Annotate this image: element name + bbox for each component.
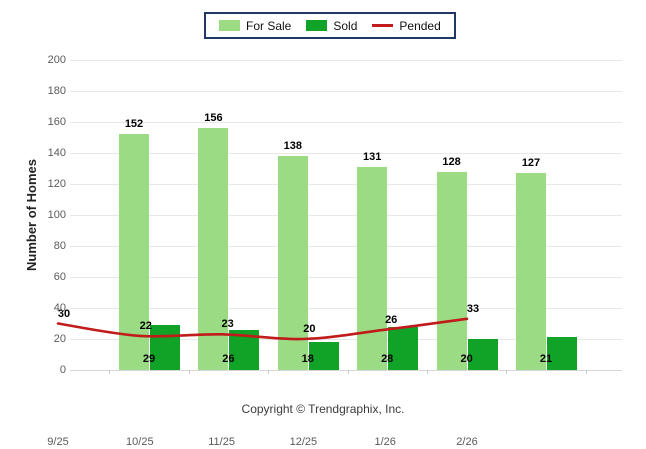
x-tick-label: 10/25 bbox=[126, 436, 154, 448]
for-sale-value-label: 127 bbox=[521, 157, 541, 170]
x-tick-label: 9/25 bbox=[47, 436, 69, 448]
y-tick-label: 200 bbox=[47, 54, 66, 66]
sold-bar bbox=[150, 325, 180, 370]
y-tick-label: 160 bbox=[47, 116, 66, 128]
x-tick-label: 12/25 bbox=[289, 436, 318, 448]
sold-value-label: 20 bbox=[460, 353, 473, 365]
legend-label-pended: Pended bbox=[399, 18, 441, 33]
for-sale-value-label: 152 bbox=[124, 118, 144, 131]
x-tick-label: 1/26 bbox=[374, 436, 396, 448]
legend-item-for-sale: For Sale bbox=[219, 20, 291, 32]
pended-value-label: 26 bbox=[385, 313, 398, 326]
pended-line-chart bbox=[56, 317, 469, 341]
sold-value-label: 18 bbox=[301, 353, 314, 365]
for-sale-value-label: 128 bbox=[442, 155, 461, 168]
x-tick-mark bbox=[268, 370, 270, 374]
x-tick-mark bbox=[506, 370, 508, 374]
legend-item-sold: Sold bbox=[306, 20, 357, 32]
chart-page: For Sale Sold Pended Number of Homes 152… bbox=[24, 12, 622, 448]
sold-value-label: 29 bbox=[142, 353, 156, 365]
y-tick-label: 60 bbox=[53, 271, 66, 283]
y-tick-label: 20 bbox=[53, 333, 66, 345]
legend-label-sold: Sold bbox=[333, 18, 358, 33]
sold-value-label: 26 bbox=[222, 353, 235, 365]
for-sale-bar bbox=[357, 166, 388, 370]
sold-value-label: 21 bbox=[539, 353, 553, 365]
x-tick-mark bbox=[585, 370, 587, 374]
legend-item-pended: Pended bbox=[372, 18, 441, 33]
pended-value-label: 22 bbox=[139, 319, 152, 332]
x-tick-label: 2/26 bbox=[456, 436, 478, 448]
gridline bbox=[70, 307, 622, 309]
gridline bbox=[70, 245, 622, 247]
gridline bbox=[70, 59, 622, 61]
copyright-text: Copyright © Trendgraphix, Inc. bbox=[241, 402, 405, 416]
y-tick-label: 140 bbox=[47, 147, 66, 159]
gridline bbox=[70, 183, 622, 185]
for-sale-bar bbox=[277, 156, 308, 370]
pended-value-label: 33 bbox=[466, 302, 480, 315]
for-sale-value-label: 156 bbox=[204, 112, 223, 125]
sold-bar bbox=[467, 339, 498, 370]
gridline bbox=[70, 276, 622, 278]
x-tick-label: 11/25 bbox=[208, 436, 235, 448]
sold-bar bbox=[388, 326, 419, 370]
legend: For Sale Sold Pended bbox=[204, 12, 456, 39]
x-axis-line bbox=[70, 370, 622, 371]
pended-line-path bbox=[56, 317, 469, 341]
pended-line-swatch-icon bbox=[372, 24, 394, 27]
for-sale-bar bbox=[119, 134, 149, 370]
sold-bar bbox=[308, 342, 339, 370]
pended-value-label: 23 bbox=[221, 318, 234, 331]
x-tick-mark bbox=[109, 370, 111, 374]
sold-bar bbox=[547, 337, 577, 370]
gridline bbox=[70, 338, 622, 340]
y-tick-label: 180 bbox=[47, 85, 66, 97]
for-sale-bar bbox=[516, 173, 546, 370]
legend-label-for-sale: For Sale bbox=[246, 18, 292, 33]
sold-value-label: 28 bbox=[381, 353, 394, 365]
for-sale-value-label: 138 bbox=[283, 140, 302, 153]
x-tick-mark bbox=[347, 370, 349, 374]
x-tick-mark bbox=[426, 370, 428, 374]
y-tick-label: 80 bbox=[53, 240, 66, 252]
for-sale-bar bbox=[436, 171, 467, 370]
pended-value-label: 20 bbox=[303, 323, 316, 335]
x-tick-mark bbox=[188, 370, 190, 374]
y-tick-label: 100 bbox=[47, 209, 66, 221]
for-sale-swatch-icon bbox=[219, 20, 240, 31]
gridline bbox=[70, 214, 622, 216]
pended-value-label: 30 bbox=[57, 307, 71, 320]
plot-area: 152 156 138 131 128 127 29 26 18 28 20 21 30 22 23 20 26… bbox=[47, 59, 622, 448]
gridline bbox=[70, 152, 622, 154]
sold-swatch-icon bbox=[306, 20, 328, 31]
y-tick-label: 40 bbox=[53, 302, 66, 314]
gridline bbox=[70, 90, 622, 92]
y-tick-label: 120 bbox=[47, 178, 66, 190]
gridline bbox=[70, 121, 622, 123]
for-sale-value-label: 131 bbox=[363, 150, 382, 163]
y-tick-label: 0 bbox=[59, 364, 66, 376]
for-sale-bar bbox=[198, 128, 229, 370]
